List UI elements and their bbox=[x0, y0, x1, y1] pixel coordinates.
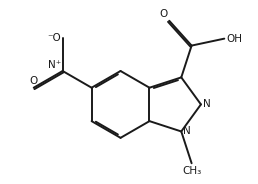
Text: ⁻O: ⁻O bbox=[47, 33, 61, 43]
Text: O: O bbox=[159, 9, 167, 20]
Text: O: O bbox=[30, 76, 38, 86]
Text: N: N bbox=[183, 126, 191, 137]
Text: N⁺: N⁺ bbox=[49, 60, 62, 70]
Text: N: N bbox=[203, 99, 211, 109]
Text: CH₃: CH₃ bbox=[182, 166, 201, 176]
Text: OH: OH bbox=[226, 34, 242, 44]
